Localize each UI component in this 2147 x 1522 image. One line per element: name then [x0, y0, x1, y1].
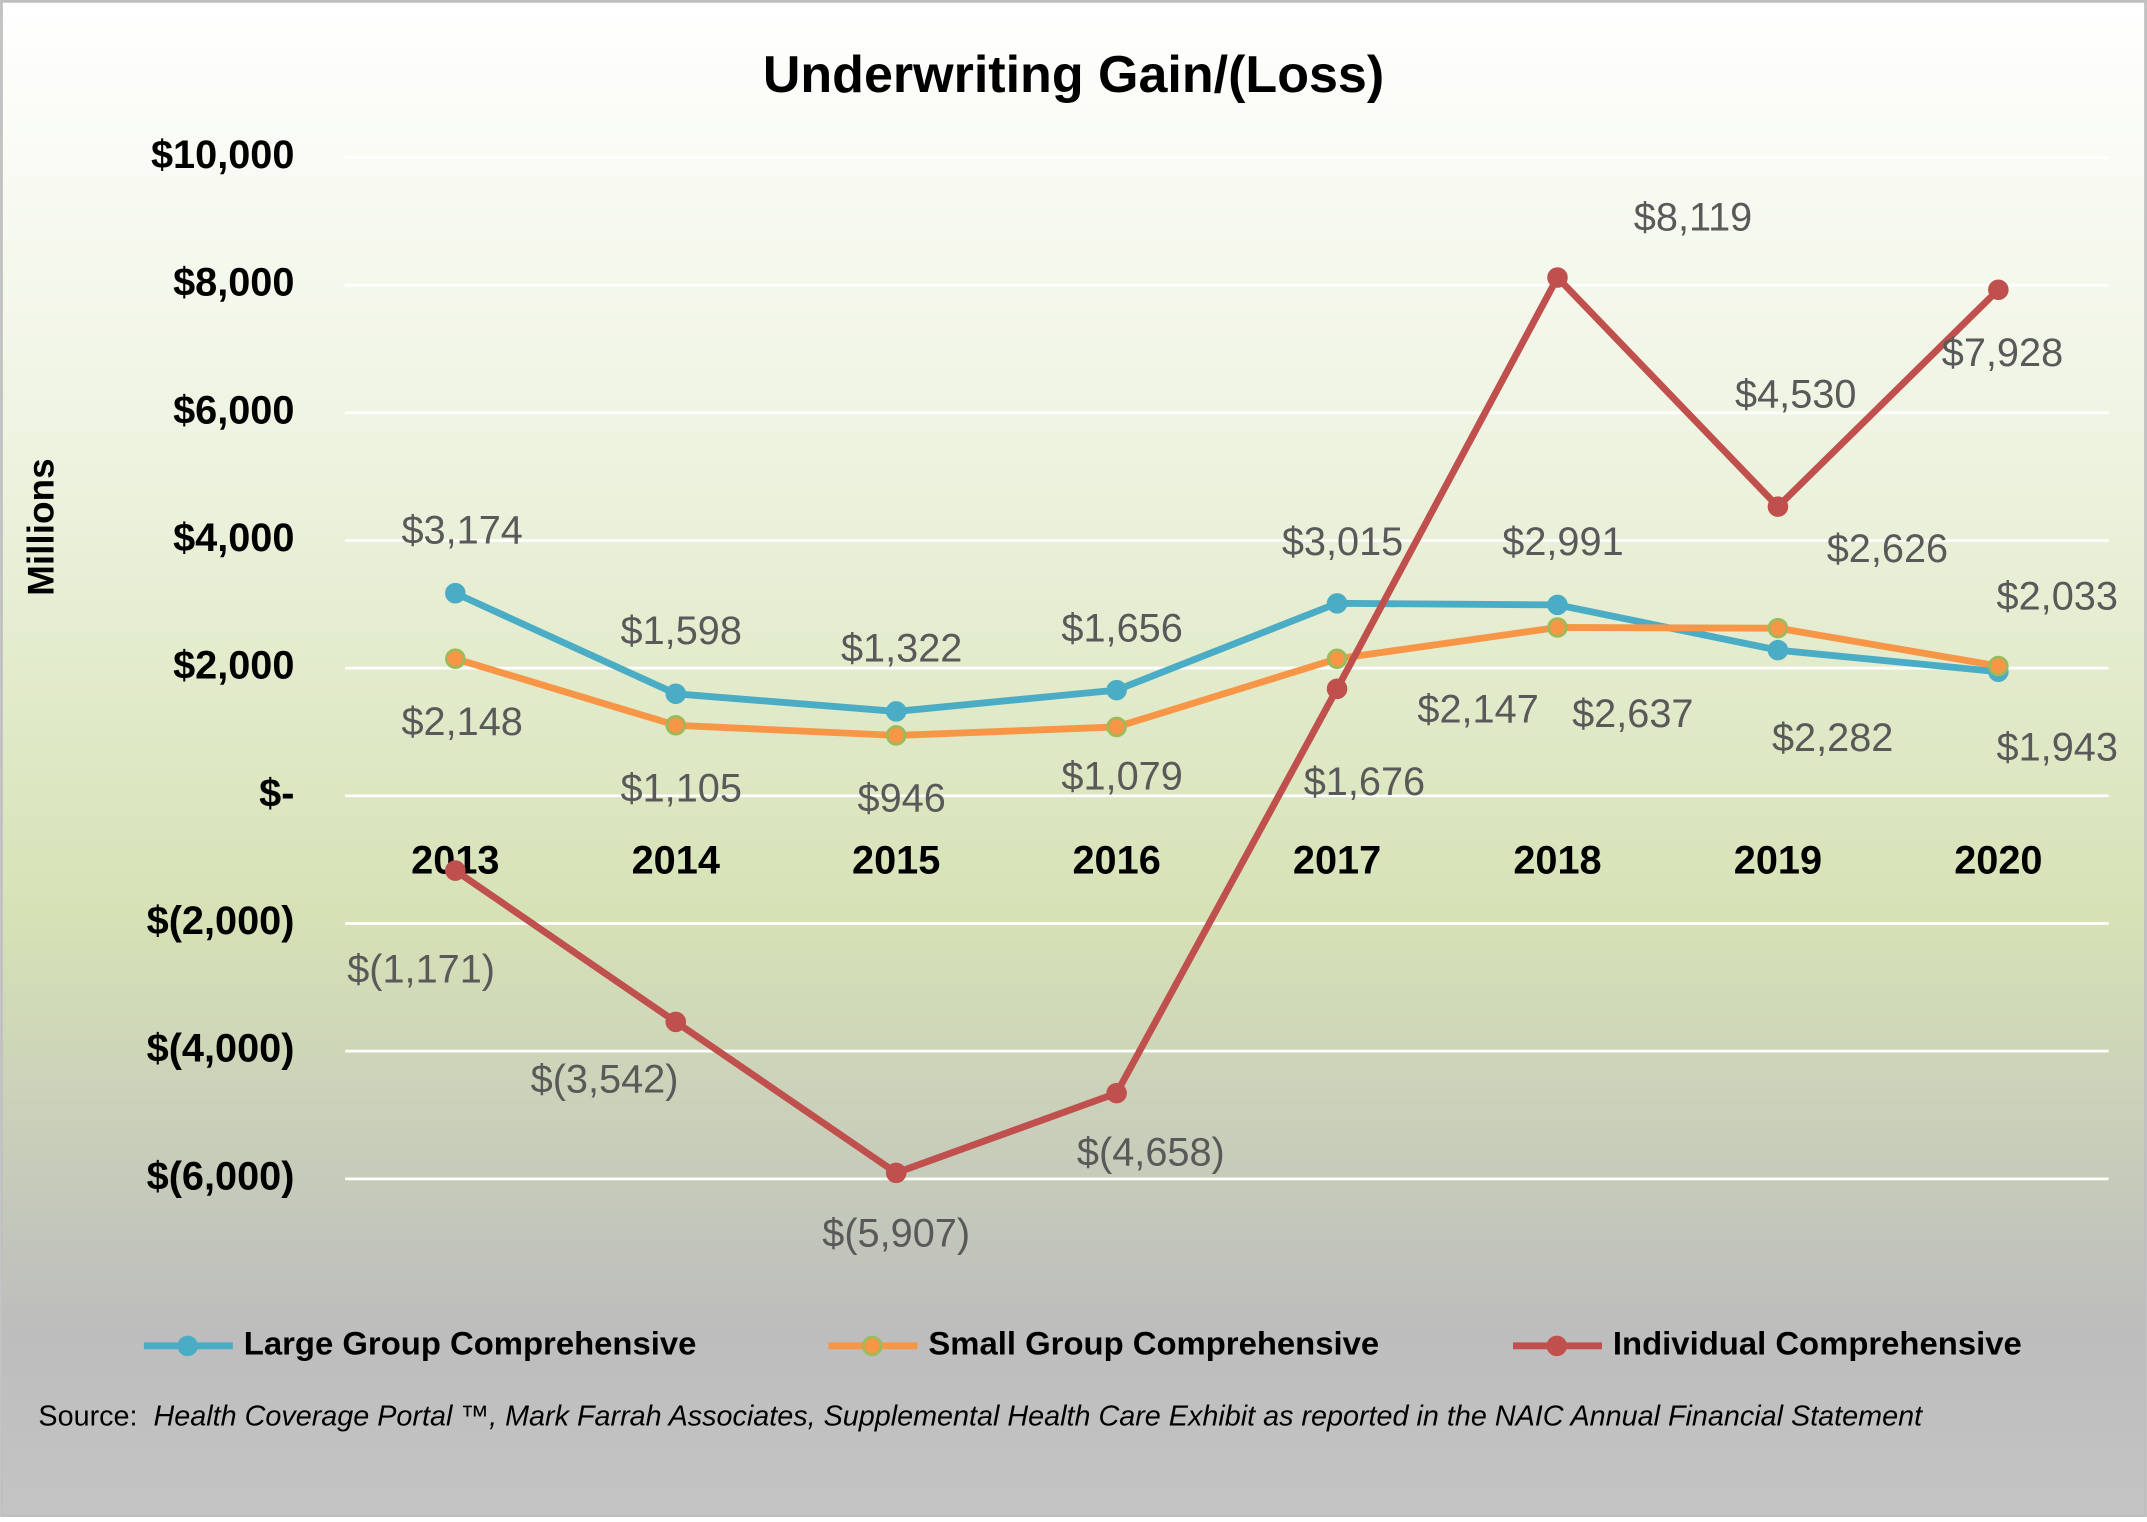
y-tick-label: $8,000 [173, 261, 294, 305]
series-line [454, 624, 1999, 739]
legend-label: Individual Comprehensive [1613, 1325, 2022, 1362]
data-label: $1,943 [1997, 725, 2118, 769]
point-marker [1106, 679, 1127, 701]
point-marker [1326, 593, 1348, 614]
data-label: $2,282 [1772, 716, 1893, 760]
x-tick-label: 2014 [632, 838, 720, 882]
data-label: $(3,542) [531, 1058, 679, 1102]
source-box: Source: Health Coverage Portal ™, Mark F… [38, 1394, 2119, 1439]
data-label: $1,598 [621, 609, 742, 653]
point-marker [1326, 648, 1348, 670]
series-line [453, 590, 1999, 715]
data-label: $2,148 [401, 700, 522, 744]
point-marker [1767, 617, 1789, 639]
data-label: $3,174 [401, 508, 522, 552]
legend-item: Small Group Comprehensive [828, 1325, 1379, 1362]
data-label: $2,147 [1417, 688, 1538, 732]
x-tick-label: 2018 [1513, 838, 1601, 882]
data-label: $7,928 [1942, 331, 2063, 375]
data-label: $8,119 [1634, 196, 1752, 240]
y-tick-label: $4,000 [173, 516, 294, 560]
legend-marker [861, 1335, 883, 1357]
series [445, 267, 2009, 1184]
point-marker [1547, 267, 1568, 288]
point-marker [1326, 678, 1348, 700]
data-label: $1,105 [621, 766, 742, 810]
y-tick-label: $(6,000) [147, 1154, 295, 1198]
x-tick-label: 2019 [1734, 838, 1822, 882]
series [445, 617, 2009, 746]
data-label: $2,033 [1997, 574, 2118, 618]
point-marker [665, 683, 687, 705]
legend-item: Individual Comprehensive [1512, 1325, 2022, 1362]
legend-marker [177, 1335, 198, 1357]
chart-title: Underwriting Gain/(Loss) [763, 46, 1384, 104]
grid: $(6,000) $(4,000) $(2,000) $- $2,000 $4,000 $6… [147, 133, 2109, 1198]
point-marker [665, 1011, 687, 1033]
y-tick-label: $(2,000) [147, 899, 295, 943]
data-label: $946 [858, 777, 946, 821]
point-marker [445, 860, 466, 881]
point-marker [445, 648, 466, 669]
point-marker [1767, 639, 1789, 661]
point-marker [445, 582, 466, 604]
point-marker [1767, 496, 1789, 517]
y-tick-label: $(4,000) [147, 1027, 295, 1071]
data-label: $2,637 [1572, 692, 1693, 736]
point-marker [1988, 655, 2009, 677]
data-label: $4,530 [1735, 373, 1856, 417]
point-marker [885, 725, 907, 746]
data-label: $1,676 [1304, 760, 1425, 804]
plot: $3,174 $1,598 $1,322 $1,656 $3,015 $2,991 $2,2… [347, 196, 2118, 1256]
point-marker [1106, 1082, 1127, 1104]
source: Source: Health Coverage Portal ™, Mark F… [38, 1394, 2119, 1439]
series-line [453, 274, 2001, 1177]
data-label: $2,626 [1827, 527, 1948, 571]
source-prefix: Source: [38, 1400, 138, 1433]
data-label: $2,991 [1502, 520, 1623, 564]
legend-item: Large Group Comprehensive [143, 1325, 697, 1362]
y-axis-label: Millions [21, 458, 62, 596]
point-marker [1547, 594, 1568, 616]
x-tick-label: 2020 [1954, 838, 2042, 882]
legend-label: Large Group Comprehensive [244, 1325, 697, 1362]
data-label: $(5,907) [822, 1211, 970, 1255]
data-label: $(1,171) [347, 947, 495, 991]
point-marker [1106, 716, 1127, 738]
data-label: $3,015 [1282, 520, 1403, 564]
x-tick-label: 2017 [1293, 838, 1381, 882]
y-tick-label: $2,000 [173, 644, 294, 688]
point-marker [885, 1162, 907, 1184]
x-tick-label: 2015 [852, 838, 940, 882]
legend-marker [1546, 1335, 1568, 1357]
source-text: Health Coverage Portal ™, Mark Farrah As… [153, 1400, 1923, 1433]
y-tick-label: $10,000 [151, 133, 294, 177]
point-marker [1547, 617, 1568, 638]
y-tick-label: $- [259, 771, 294, 815]
point-marker [885, 701, 907, 722]
x-tick-label: 2016 [1072, 838, 1160, 882]
data-label: $1,079 [1061, 754, 1182, 798]
point-marker [665, 715, 687, 736]
data-label: $1,322 [841, 627, 962, 671]
legend-label: Small Group Comprehensive [928, 1325, 1379, 1362]
data-label: $1,656 [1061, 607, 1182, 651]
data-label: $(4,658) [1077, 1130, 1225, 1174]
y-tick-label: $6,000 [173, 388, 294, 432]
series [445, 582, 2009, 722]
point-marker [1988, 279, 2009, 300]
